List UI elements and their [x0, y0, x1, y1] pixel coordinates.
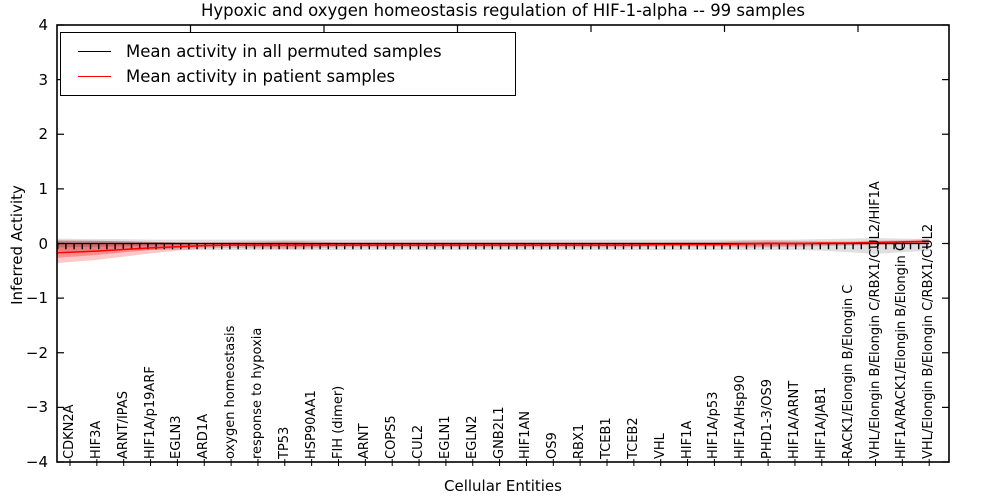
x-category-label: ARNT/IPAS [115, 391, 131, 459]
band-permuted-band-outer [57, 238, 930, 254]
x-category-label: TP53 [276, 426, 292, 459]
x-category-label: CDKN2A [62, 404, 77, 459]
x-category-label: CUL2 [411, 424, 427, 459]
x-category-label: COPS5 [384, 415, 400, 459]
x-category-label: PHD1-3/OS9 [760, 379, 776, 459]
y-tick-label: 0 [38, 234, 48, 253]
x-category-label: ARNT [357, 423, 373, 459]
series-line [56, 240, 930, 254]
y-tick-label: 2 [38, 125, 48, 144]
x-category-label: EGLN2 [464, 415, 480, 459]
x-category-label: HIF1A/RACK1/Elongin B/Elongin C [894, 242, 910, 459]
x-category-label: RACK1/Elongin B/Elongin C [840, 284, 856, 459]
y-tick-label: 4 [38, 16, 48, 34]
x-category-label: HIF1A [679, 420, 695, 459]
x-category-label: HIF1A/JAB1 [813, 386, 829, 459]
x-category-label: HIF1A/Hsp90 [733, 375, 749, 459]
x-category-label: TCEB2 [625, 417, 641, 459]
legend-line-swatch-permuted [78, 50, 111, 52]
x-category-label: HSP90AA1 [303, 390, 319, 459]
legend-entry-patient: Mean activity in patient samples [61, 67, 515, 86]
x-category-label: VHL [652, 433, 668, 459]
x-category-label: RBX1 [572, 423, 588, 459]
x-category-label: EGLN1 [437, 415, 453, 459]
legend-line-swatch-patient [78, 76, 111, 78]
x-category-label: HIF3A [88, 420, 104, 459]
y-tick-label: 3 [38, 70, 48, 89]
y-tick-label: 1 [38, 179, 48, 198]
x-category-label: VHL/Elongin B/Elongin C/RBX1/CUL2 [921, 223, 937, 459]
legend-label-permuted: Mean activity in all permuted samples [126, 41, 442, 61]
y-tick-label: −1 [25, 289, 48, 308]
x-category-label: FIH (dimer) [330, 385, 346, 459]
y-tick-label: −3 [25, 398, 48, 417]
x-category-label: HIF1A/p53 [706, 391, 722, 459]
x-category-label: HIF1A/p19ARF [142, 366, 158, 459]
x-category-label: oxygen homeostasis [223, 325, 239, 459]
legend-label-patient: Mean activity in patient samples [126, 67, 396, 87]
x-category-label: HIF1A/ARNT [786, 380, 802, 459]
x-category-label: HIF1AN [518, 411, 534, 459]
x-category-label: GNB2L1 [491, 406, 507, 459]
chart-title: Hypoxic and oxygen homeostasis regulatio… [200, 1, 806, 20]
x-category-label: EGLN3 [169, 415, 185, 459]
legend: Mean activity in all permuted samples Me… [60, 32, 516, 96]
x-axis-title: Cellular Entities [444, 477, 562, 495]
y-tick-label: −4 [25, 453, 48, 471]
y-tick-label: −2 [25, 343, 48, 362]
x-category-label: OS9 [545, 432, 561, 459]
legend-entry-permuted: Mean activity in all permuted samples [61, 42, 515, 61]
x-category-label: VHL/Elongin B/Elongin C/RBX1/CUL2/HIF1A [867, 181, 883, 459]
x-category-label: response to hypoxia [249, 327, 265, 459]
x-category-label: TCEB1 [599, 417, 614, 459]
x-category-label: ARD1A [196, 413, 212, 459]
